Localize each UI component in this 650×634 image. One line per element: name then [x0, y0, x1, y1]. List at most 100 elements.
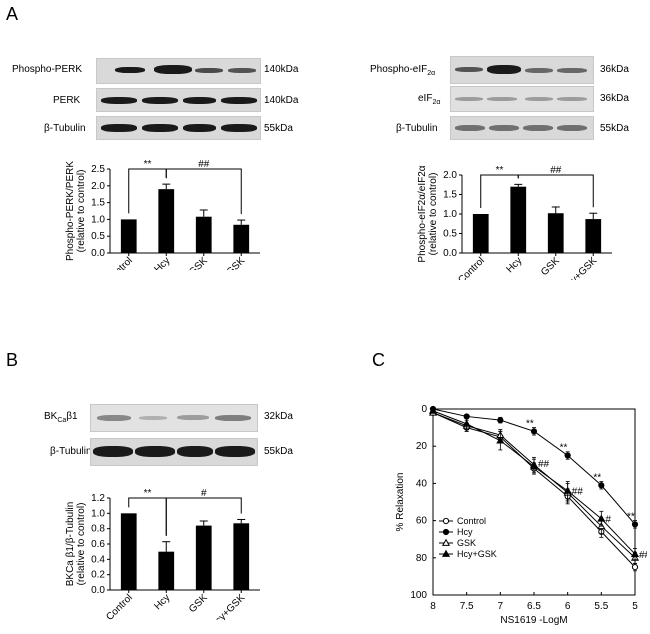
y-tick-label: 0.5 [443, 229, 457, 240]
y-axis-label: BKCa β1/β-Tubulin(relative to control) [65, 502, 87, 587]
bar [472, 214, 489, 253]
bar-chart-a-right: 0.0 0.5 1.0 1.5 2.0 Phospho-eIF2α/eIF2α(relat… [417, 165, 612, 280]
blot-label-tubulin-a-right: β-Tubulin [396, 123, 438, 134]
significance-bracket [165, 168, 242, 215]
bar [233, 523, 250, 590]
blot-strip-phospho-eif2a [450, 56, 594, 84]
y-tick-label: 20 [416, 441, 428, 452]
kda-label: 140kDa [264, 95, 299, 106]
bar [158, 189, 175, 253]
y-tick-label: 0.0 [91, 248, 105, 259]
line-chart-c: 8 7.5 7 6.5 6 5.5 5 0 20 40 60 80 100 NS1619 -LogM % R… [395, 404, 647, 626]
category-label: Hcy [504, 255, 524, 275]
blot-label-bkca-b1: BKCaβ1 [44, 411, 78, 424]
significance-label: ** [496, 165, 504, 176]
y-tick-label: 2.5 [91, 164, 105, 175]
y-tick-label: 1.0 [91, 508, 105, 519]
significance-label: ## [639, 550, 647, 561]
data-point [441, 549, 451, 557]
legend-entry: GSK [457, 538, 476, 548]
y-tick-label: 0.5 [91, 231, 105, 242]
y-tick-label: 0 [421, 404, 427, 415]
y-tick-label: 60 [416, 516, 428, 527]
category-label: Hcy+GSK [560, 255, 599, 280]
legend-entry: Hcy+GSK [457, 549, 497, 559]
x-tick-label: 5 [632, 601, 638, 612]
significance-label: ## [572, 487, 584, 498]
y-tick-label: 80 [416, 553, 428, 564]
data-point [563, 486, 572, 494]
blot-label-perk: PERK [53, 95, 81, 106]
data-point [630, 549, 640, 557]
blot-strip-bkca-b1 [90, 404, 258, 432]
blot-label-tubulin-a-left: β-Tubulin [44, 123, 86, 134]
blot-strip-tubulin-a-right [450, 116, 594, 140]
y-tick-label: 2.0 [91, 181, 105, 192]
kda-label: 55kDa [264, 123, 293, 134]
category-label: Hcy [152, 255, 172, 270]
x-tick-label: 6.5 [527, 601, 541, 612]
legend-entry: Control [457, 516, 486, 526]
significance-label: ** [526, 418, 534, 429]
significance-label: ## [538, 459, 550, 470]
significance-label: ** [627, 511, 635, 522]
blot-label-phospho-perk: Phospho-PERK [12, 64, 83, 75]
significance-label: ## [550, 165, 562, 176]
data-point [442, 528, 450, 536]
category-label: Hcy [152, 592, 172, 612]
significance-label: ** [144, 159, 152, 170]
blot-label-tubulin-b: β-Tubulin [50, 446, 92, 457]
bar [547, 213, 564, 253]
bar [585, 219, 602, 253]
data-point [564, 452, 571, 459]
y-tick-label: 2.0 [443, 170, 457, 181]
data-point [462, 419, 471, 427]
bar [120, 513, 137, 590]
data-point [598, 482, 605, 489]
category-label: GSK [187, 255, 210, 270]
blot-strip-perk [96, 88, 261, 112]
kda-label: 36kDa [600, 64, 629, 75]
panel-letter-a: A [6, 4, 19, 24]
kda-label: 55kDa [264, 446, 293, 457]
data-point [631, 564, 639, 571]
y-tick-label: 0.0 [443, 248, 457, 259]
y-tick-label: 100 [410, 590, 427, 601]
blot-strip-tubulin-b [90, 438, 258, 466]
category-label: GSK [539, 255, 562, 278]
kda-label: 55kDa [600, 123, 629, 134]
y-tick-label: 1.2 [91, 493, 105, 504]
y-tick-label: 40 [416, 478, 428, 489]
bar-chart-b: 0.0 0.2 0.4 0.6 0.8 1.0 1.2 BKCa β1/β-Tubulin(r… [65, 488, 260, 620]
bar [195, 525, 212, 590]
y-tick-label: 0.0 [91, 585, 105, 596]
category-label: Control [104, 255, 135, 270]
x-tick-label: 5.5 [594, 601, 608, 612]
significance-label: ** [560, 443, 568, 454]
y-axis-label: % Relaxation [395, 473, 406, 532]
blot-strip-eif2a [450, 86, 594, 112]
data-point [496, 436, 505, 444]
bar-chart-a-left: 0.0 0.5 1.0 1.5 2.0 2.5 Phospho-PERK/PERK(rela… [65, 159, 260, 270]
blot-strip-tubulin-a-left [96, 116, 261, 140]
x-tick-label: 7 [498, 601, 504, 612]
y-axis-label: Phospho-eIF2α/eIF2α(relative to control) [417, 165, 439, 262]
bar [510, 186, 527, 253]
category-label: GSK [187, 592, 210, 615]
y-tick-label: 0.8 [91, 524, 105, 535]
blot-strip-phospho-perk [96, 58, 261, 84]
significance-label: ** [593, 472, 601, 483]
category-label: Hcy+GSK [208, 255, 247, 270]
x-tick-label: 7.5 [460, 601, 474, 612]
bar [195, 216, 212, 253]
data-point [631, 521, 639, 528]
data-point [530, 428, 538, 435]
data-point [529, 462, 539, 470]
category-label: Hcy+GSK [208, 592, 247, 620]
significance-bracket [517, 174, 594, 208]
data-point [597, 514, 606, 522]
kda-label: 36kDa [600, 93, 629, 104]
bar [120, 219, 137, 253]
x-axis-label: NS1619 -LogM [500, 615, 567, 626]
y-axis-label: Phospho-PERK/PERK(relative to control) [65, 161, 87, 261]
